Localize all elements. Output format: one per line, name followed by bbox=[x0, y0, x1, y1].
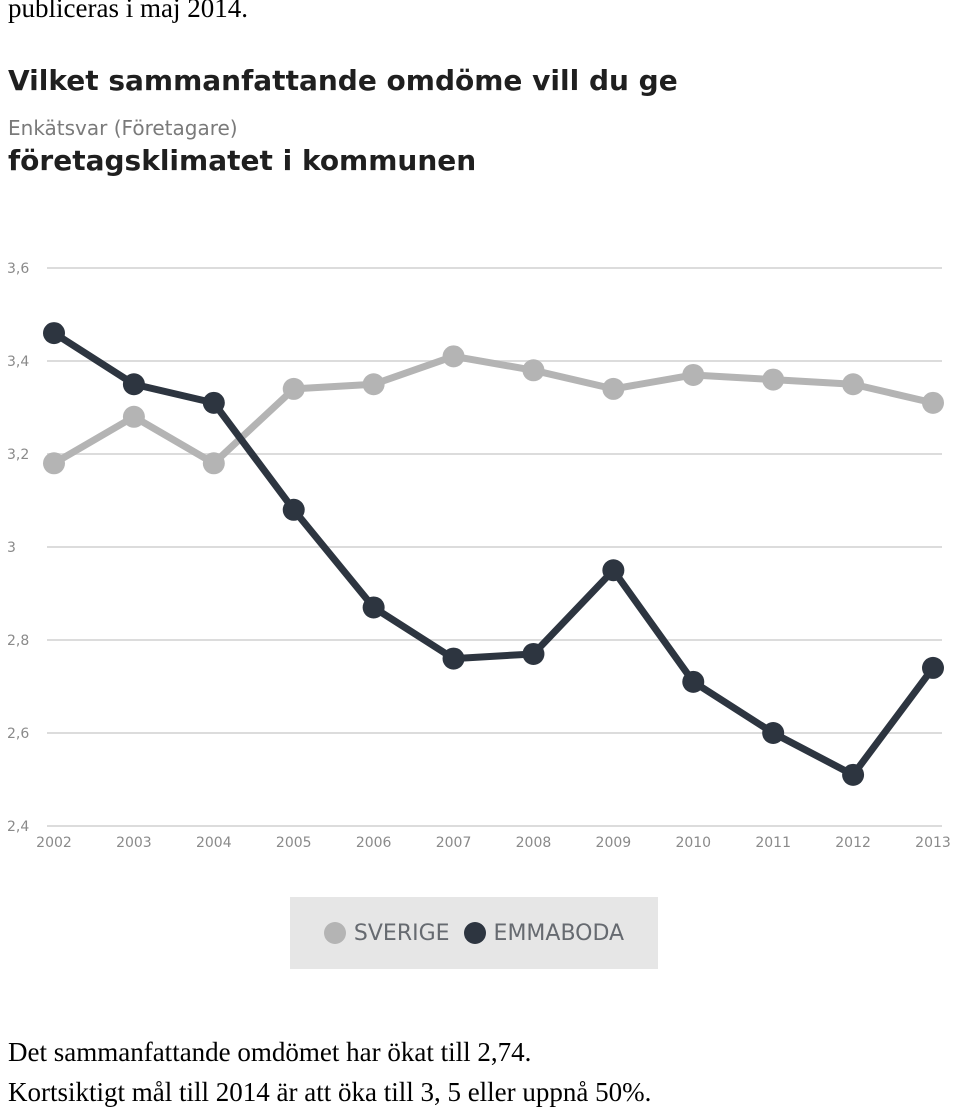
x-tick-label: 2004 bbox=[196, 835, 232, 851]
x-tick-label: 2008 bbox=[516, 835, 552, 851]
y-axis-tick-labels: 2,4 2,6 2,8 3 3,2 3,4 3,6 bbox=[7, 261, 29, 835]
y-tick-label: 2,4 bbox=[7, 819, 29, 835]
grid-lines bbox=[47, 267, 942, 827]
legend-item-sverige[interactable]: SVERIGE bbox=[323, 920, 450, 946]
series-line-sverige bbox=[52, 352, 934, 467]
document-top-text: publiceras i maj 2014. bbox=[8, 0, 248, 23]
y-tick-label: 3,2 bbox=[7, 447, 29, 463]
line-chart: 2,4 2,6 2,8 3 3,2 3,4 3,6 2002 2003 2004 2005 2006… bbox=[7, 261, 951, 851]
data-point-emmaboda bbox=[922, 656, 944, 679]
data-point-emmaboda bbox=[362, 596, 385, 619]
chart-title: Vilket sammanfattande omdöme vill du ge bbox=[8, 64, 678, 97]
data-point-emmaboda bbox=[522, 642, 545, 665]
x-tick-label: 2013 bbox=[915, 835, 951, 851]
data-point-sverige bbox=[282, 377, 305, 400]
series-sverige bbox=[43, 345, 944, 475]
y-tick-label: 3,4 bbox=[7, 354, 29, 370]
data-point-sverige bbox=[602, 377, 625, 400]
data-point-emmaboda bbox=[682, 670, 705, 693]
data-point-sverige bbox=[842, 373, 865, 396]
x-tick-label: 2011 bbox=[755, 835, 791, 851]
data-point-sverige bbox=[122, 405, 145, 428]
data-point-emmaboda bbox=[602, 559, 625, 582]
data-point-sverige bbox=[43, 452, 65, 475]
data-point-emmaboda bbox=[442, 647, 465, 670]
legend-item-emmaboda[interactable]: EMMABODA bbox=[463, 920, 625, 946]
document-caption-1: Det sammanfattande omdömet har ökat till… bbox=[8, 1037, 532, 1067]
legend-marker-emmaboda bbox=[463, 922, 486, 944]
data-point-emmaboda bbox=[43, 322, 65, 345]
data-point-emmaboda bbox=[282, 498, 305, 521]
x-axis-tick-labels: 2002 2003 2004 2005 2006 2007 2008 2009 2010 2011… bbox=[36, 835, 951, 851]
x-tick-label: 2010 bbox=[675, 835, 711, 851]
chart-title-line2: företagsklimatet i kommunen bbox=[8, 144, 477, 177]
document-caption-2: Kortsiktigt mål till 2014 är att öka til… bbox=[8, 1077, 652, 1107]
x-tick-label: 2006 bbox=[356, 835, 392, 851]
data-point-sverige bbox=[682, 363, 705, 386]
data-point-emmaboda bbox=[122, 373, 145, 396]
data-point-sverige bbox=[442, 345, 465, 368]
y-tick-label: 2,6 bbox=[7, 726, 29, 742]
y-tick-label: 2,8 bbox=[7, 633, 29, 649]
x-tick-label: 2002 bbox=[36, 835, 72, 851]
chart-legend: SVERIGE EMMABODA bbox=[290, 897, 658, 969]
data-point-emmaboda bbox=[762, 722, 785, 744]
x-tick-label: 2005 bbox=[276, 835, 312, 851]
series-lines bbox=[43, 322, 944, 786]
data-point-emmaboda bbox=[842, 763, 865, 786]
x-tick-label: 2009 bbox=[596, 835, 632, 851]
data-point-sverige bbox=[362, 373, 385, 396]
data-point-emmaboda bbox=[202, 391, 225, 414]
y-tick-label: 3,6 bbox=[7, 261, 29, 277]
legend-label-sverige: SVERIGE bbox=[353, 920, 450, 946]
legend-marker-sverige bbox=[323, 922, 346, 944]
x-tick-label: 2003 bbox=[116, 835, 152, 851]
chart-subtitle: Enkätsvar (Företagare) bbox=[8, 116, 238, 140]
data-point-sverige bbox=[522, 359, 545, 382]
x-tick-label: 2012 bbox=[835, 835, 871, 851]
legend-label-emmaboda: EMMABODA bbox=[493, 920, 625, 946]
data-point-sverige bbox=[922, 391, 944, 414]
series-line-emmaboda bbox=[52, 330, 936, 779]
data-point-sverige bbox=[762, 368, 785, 391]
data-point-sverige bbox=[202, 452, 225, 475]
x-tick-label: 2007 bbox=[436, 835, 472, 851]
y-tick-label: 3 bbox=[7, 540, 16, 556]
series-emmaboda bbox=[43, 322, 944, 786]
